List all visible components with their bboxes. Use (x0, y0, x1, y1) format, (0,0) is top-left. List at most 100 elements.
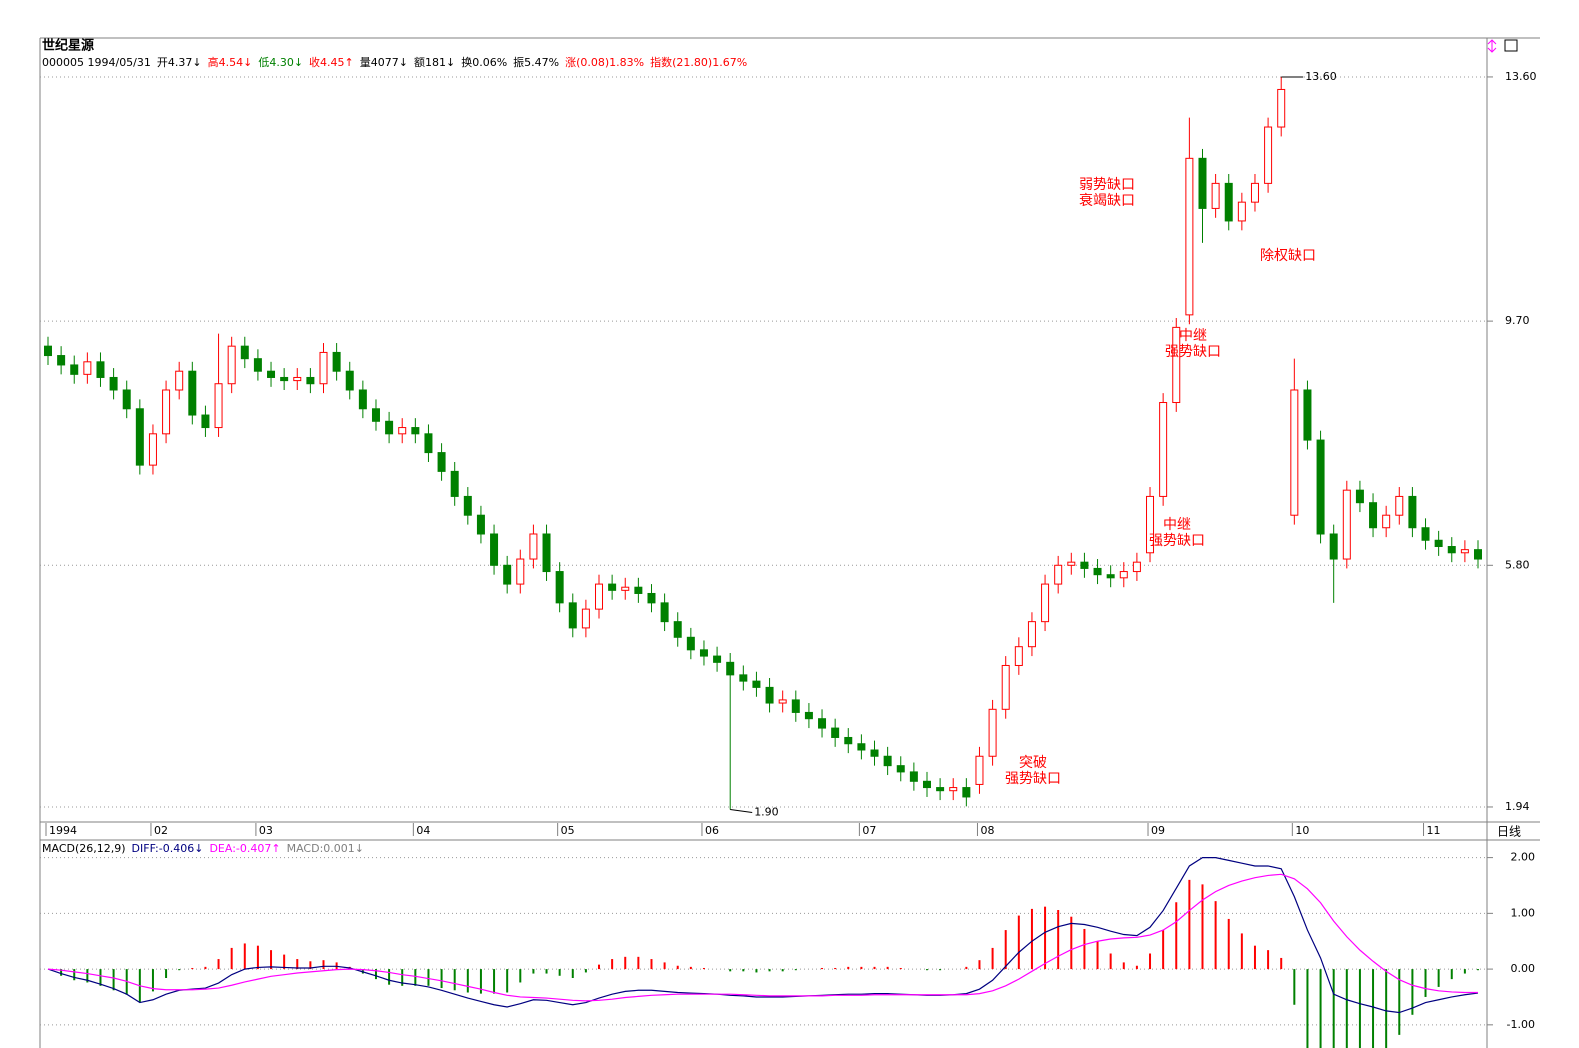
candle-body (765, 686, 774, 704)
candle-body (44, 345, 52, 357)
candle-body (175, 370, 184, 391)
candle-body (437, 452, 446, 472)
x-tick-label: 11 (1427, 824, 1441, 837)
annotation: 弱势缺口 (1079, 177, 1135, 193)
candle-body (188, 370, 197, 416)
candle-body (962, 787, 971, 798)
x-tick-label: 1994 (49, 824, 77, 837)
annotation: 强势缺口 (1149, 533, 1205, 549)
annotation: 除权缺口 (1260, 248, 1316, 264)
candle-body (529, 533, 538, 560)
candle-body (555, 571, 564, 604)
candle-body (96, 361, 105, 378)
x-tick-label: 07 (862, 824, 876, 837)
candle-body (463, 495, 472, 516)
candle-body (411, 427, 420, 435)
candle-body (1159, 402, 1168, 497)
candle-body (791, 699, 800, 713)
candle-body (490, 533, 499, 566)
candle-body (1054, 564, 1063, 585)
candle-body (1355, 489, 1364, 504)
macd-plot (47, 857, 1479, 1048)
x-tick-label: 06 (705, 824, 719, 837)
candle-body (1080, 561, 1089, 569)
candle-body (831, 727, 840, 738)
candle-body (581, 608, 590, 629)
y-tick-label: 5.80 (1505, 558, 1530, 571)
info-item: 振5.47% (513, 55, 559, 69)
candle-body (1421, 527, 1430, 541)
candle-body (1185, 157, 1194, 316)
candle-body (713, 655, 722, 663)
period-label: 日线 (1497, 825, 1521, 839)
candle-body (673, 621, 682, 638)
info-item: 涨(0.08)1.83% (565, 56, 644, 69)
candle-body (568, 602, 577, 629)
info-item: 量4077↓ (360, 56, 408, 69)
candle-body (267, 370, 276, 378)
candle-body (1303, 389, 1312, 441)
candle-body (804, 711, 813, 720)
candle-body (280, 376, 289, 382)
candle-body (1093, 567, 1102, 576)
min-pointer (730, 808, 753, 813)
candle-body (122, 389, 131, 410)
candle-body (1342, 489, 1351, 560)
candle-body (870, 749, 879, 757)
info-item: 开4.37↓ (157, 56, 202, 69)
y-tick-label: -1.00 (1507, 1018, 1535, 1031)
candle-body (1211, 182, 1220, 209)
candle-body (739, 674, 748, 682)
candle-body (57, 355, 66, 366)
y-tick-label: 13.60 (1505, 70, 1537, 83)
candle-body (332, 351, 341, 372)
info-item: 000005 1994/05/31 (42, 56, 151, 69)
candle-body (936, 787, 945, 792)
candle-body (1250, 182, 1259, 203)
info-item: MACD:0.001↓ (287, 842, 364, 855)
candle-body (450, 470, 459, 497)
candle-body (1447, 546, 1456, 554)
candle-body (686, 636, 695, 651)
max-label: 13.60 (1305, 70, 1337, 83)
icon[interactable] (1487, 39, 1497, 53)
candle-body (1014, 646, 1023, 666)
candle-body (1474, 549, 1482, 560)
candle-body (1027, 621, 1036, 648)
y-tick-label: 2.00 (1511, 851, 1536, 864)
candle-body (1067, 561, 1076, 566)
y-tick-label: 0.00 (1511, 962, 1536, 975)
candle-body (1460, 549, 1469, 554)
info-item: MACD(26,12,9) (42, 842, 126, 855)
y-tick-label: 1.00 (1511, 906, 1536, 919)
candle-body (476, 514, 485, 535)
candle-body (162, 389, 171, 435)
candle-body (1434, 539, 1443, 548)
candle-body (752, 680, 761, 688)
candle-body (647, 592, 656, 604)
x-tick-label: 02 (154, 824, 168, 837)
y-tick-label: 9.70 (1505, 314, 1530, 327)
annotation: 突破 (1019, 755, 1047, 771)
candle-body (949, 787, 958, 792)
candle-body (1041, 583, 1050, 623)
candle-body (1369, 502, 1378, 529)
candle-body (844, 736, 853, 745)
candle-body (1146, 495, 1155, 554)
candle-body (608, 583, 617, 591)
candle-body (1290, 389, 1299, 516)
candle-body (371, 408, 380, 422)
candle-body (1316, 439, 1325, 535)
candle-body (922, 780, 931, 789)
candle-body (83, 361, 92, 375)
candle-body (542, 533, 551, 573)
info-item: 收4.45↑ (309, 55, 354, 69)
candle-body (699, 649, 708, 657)
candle-body (1329, 533, 1338, 560)
macd-line (47, 873, 1478, 1002)
x-tick-label: 10 (1295, 824, 1309, 837)
candle-body (818, 718, 827, 729)
icon[interactable] (1504, 39, 1518, 52)
